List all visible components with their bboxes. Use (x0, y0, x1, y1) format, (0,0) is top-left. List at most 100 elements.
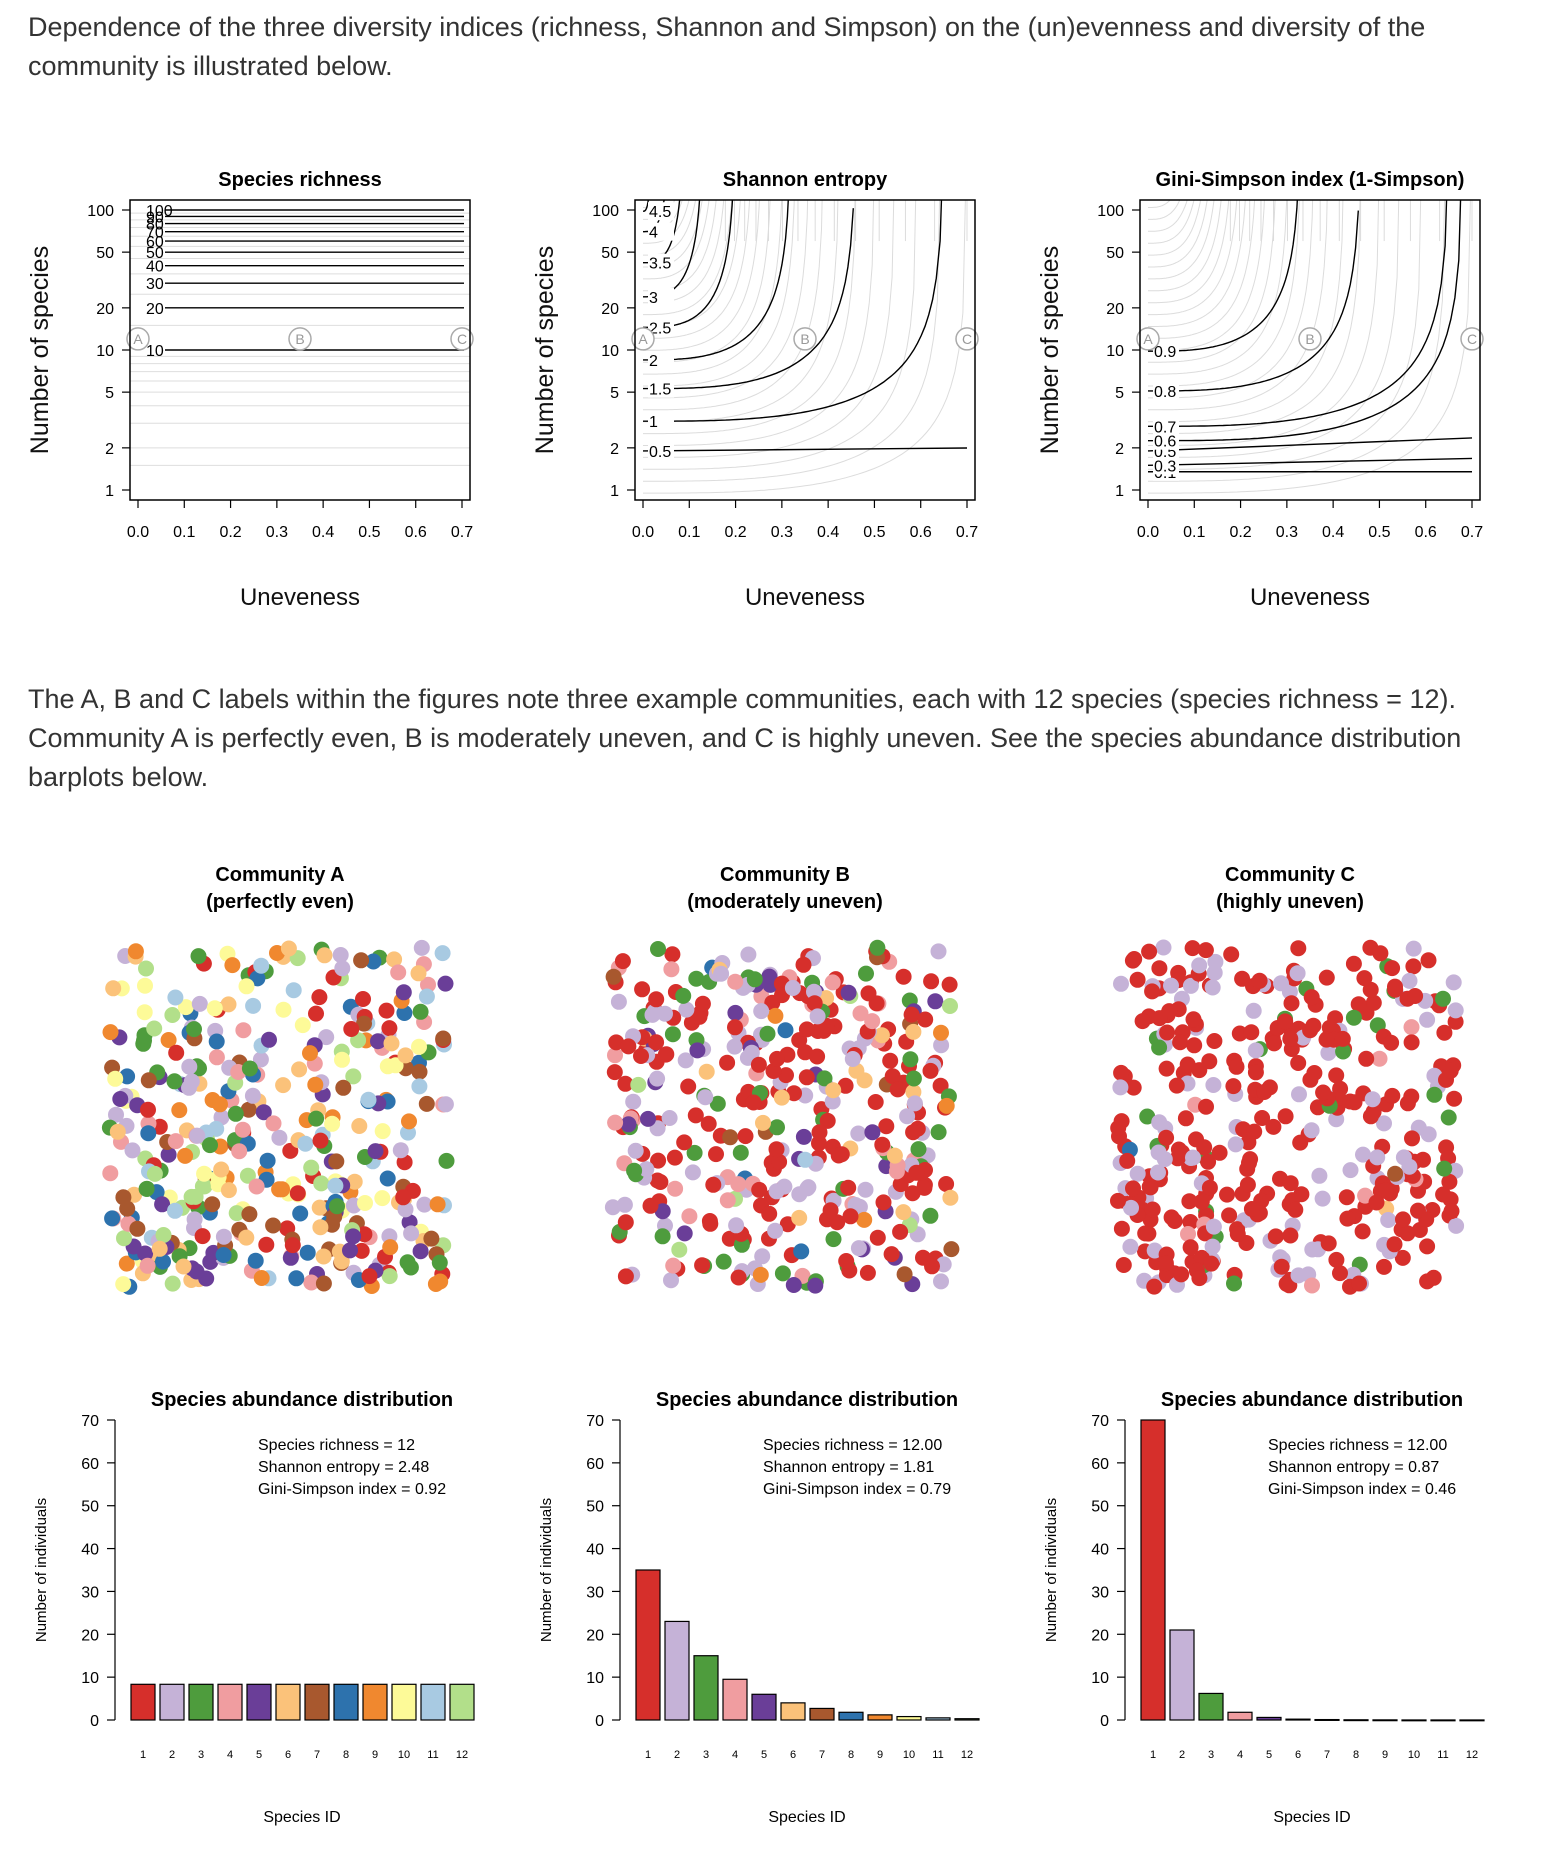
y-tick-label: 10 (586, 1670, 604, 1687)
intro-paragraph: Dependence of the three diversity indice… (28, 12, 1426, 81)
y-tick-label: 10 (601, 343, 619, 360)
minor-contour (1148, 200, 1181, 220)
individual-point (648, 991, 665, 1008)
individual-point (908, 1164, 925, 1181)
individual-point (1137, 1225, 1154, 1242)
individual-point (311, 989, 328, 1006)
individual-point (109, 1123, 126, 1140)
individual-point (797, 1151, 814, 1168)
individual-point (767, 1007, 784, 1024)
individual-point (903, 1006, 920, 1023)
individual-point (1226, 1275, 1242, 1292)
individual-point (809, 1008, 826, 1025)
bar (304, 1683, 330, 1721)
x-tick-label: 0.7 (451, 524, 473, 541)
individual-point (1435, 1186, 1452, 1203)
individual-point (1273, 1258, 1290, 1275)
individual-point (607, 1047, 623, 1064)
community-c-scatter: Community C (highly uneven) (1110, 864, 1465, 1295)
individual-point (786, 1085, 802, 1102)
x-axis-label: Species ID (768, 1809, 845, 1826)
community-marker-label: C (1467, 331, 1477, 347)
minor-contour (643, 200, 783, 375)
y-tick-label: 60 (81, 1456, 99, 1473)
individual-point (1447, 1013, 1464, 1030)
minor-contour (643, 200, 666, 208)
individual-point (318, 1029, 335, 1046)
individual-point (746, 971, 763, 988)
individual-point (271, 1129, 288, 1146)
y-tick-label: 20 (601, 301, 619, 318)
individual-point (664, 946, 681, 963)
minor-contour (643, 200, 966, 494)
x-tick-label: 7 (314, 1749, 320, 1761)
individual-point (1155, 939, 1172, 956)
individual-point (727, 973, 744, 990)
individual-point (115, 1276, 132, 1293)
individual-point (383, 1035, 400, 1052)
individual-point (1420, 1126, 1437, 1143)
summary-annotation: Gini-Simpson index = 0.46 (1268, 1481, 1456, 1498)
individual-point (238, 1229, 255, 1246)
x-tick-label: 0.6 (1415, 524, 1437, 541)
individual-point (904, 1185, 921, 1202)
individual-point (105, 980, 122, 997)
individual-point (1356, 970, 1373, 987)
individual-point (614, 953, 631, 970)
individual-point (167, 989, 184, 1006)
individual-point (675, 987, 692, 1004)
individual-point (776, 1178, 793, 1195)
contour-label-bg (648, 350, 674, 369)
bar (333, 1683, 359, 1721)
individual-point (356, 1015, 372, 1032)
individual-point (275, 1001, 292, 1018)
minor-contour (1148, 200, 1202, 256)
individual-point (905, 1124, 922, 1141)
individual-point (816, 1070, 833, 1087)
individual-point (240, 1101, 257, 1118)
community-marker (126, 327, 150, 351)
individual-point (769, 1119, 785, 1136)
contour-label: 60 (146, 234, 164, 251)
individual-point (687, 1107, 704, 1124)
individual-point (220, 1182, 237, 1199)
individual-point (610, 993, 627, 1010)
contour-label: 0.8 (1154, 384, 1176, 401)
individual-point (1419, 1238, 1436, 1255)
individual-point (799, 1180, 816, 1197)
individual-point (297, 1135, 314, 1152)
bar (635, 1569, 661, 1721)
individual-point (1173, 1266, 1190, 1283)
contour-label: 2.5 (649, 320, 671, 337)
individual-point (829, 1214, 846, 1231)
individual-point (1327, 1010, 1344, 1027)
individual-point (138, 1180, 155, 1197)
individual-point (607, 1114, 624, 1131)
individual-point (709, 1095, 726, 1112)
individual-point (650, 1152, 667, 1169)
contour-line (1148, 210, 1359, 392)
x-tick-label: 10 (398, 1749, 410, 1761)
x-tick-label: 11 (932, 1749, 943, 1761)
individual-point (727, 1019, 743, 1036)
y-tick-label: 60 (1091, 1456, 1109, 1473)
individual-point (1151, 1010, 1168, 1027)
individual-point (329, 1198, 345, 1215)
y-tick-label: 100 (592, 203, 619, 220)
individual-point (905, 1023, 922, 1040)
individual-point (1315, 1084, 1332, 1101)
minor-contour (1148, 200, 1195, 244)
individual-point (224, 957, 241, 974)
minor-contour (643, 200, 941, 482)
individual-point (292, 1205, 309, 1222)
individual-point (1320, 1235, 1337, 1252)
y-tick-label: 70 (586, 1413, 604, 1430)
individual-point (773, 1089, 790, 1106)
minor-contour (1148, 200, 1276, 363)
individual-point (751, 1181, 768, 1198)
x-tick-label: 0.2 (1229, 524, 1251, 541)
individual-point (1405, 940, 1422, 957)
y-tick-label: 30 (1091, 1584, 1109, 1601)
individual-point (740, 946, 757, 963)
community-marker (631, 327, 655, 351)
